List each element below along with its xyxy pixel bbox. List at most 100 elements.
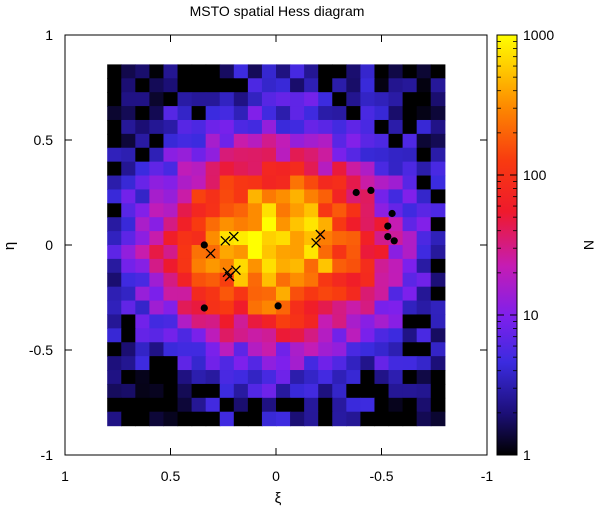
heatmap-cell	[205, 286, 221, 302]
heatmap-cell	[388, 147, 404, 163]
heatmap-cell	[191, 119, 207, 135]
heatmap-cell	[374, 328, 390, 343]
cross-marker	[205, 248, 216, 259]
heatmap-cell	[402, 258, 418, 274]
heatmap-cell	[163, 161, 179, 177]
heatmap-cell	[149, 300, 165, 316]
heatmap-cell	[121, 328, 136, 343]
heatmap-cell	[430, 328, 446, 343]
heatmap-cell	[430, 119, 446, 135]
heatmap-cell	[388, 314, 404, 329]
heatmap-cell	[177, 370, 193, 385]
heatmap-cell	[219, 119, 235, 135]
heatmap-cell	[135, 92, 150, 107]
heatmap-cell	[374, 314, 390, 329]
heatmap-cell	[121, 272, 136, 288]
heatmap-cell	[149, 217, 165, 232]
heatmap-cell	[346, 175, 361, 191]
heatmap-cell	[374, 119, 390, 135]
heatmap-cell	[346, 119, 361, 135]
heatmap-cell	[205, 203, 221, 218]
heatmap-cell	[107, 217, 122, 232]
heatmap-cell	[332, 92, 347, 107]
heatmap-cell	[374, 133, 390, 149]
heatmap-cell	[149, 175, 165, 191]
heatmap-cell	[121, 245, 136, 260]
heatmap-cell	[374, 106, 390, 121]
heatmap-cell	[205, 342, 221, 357]
heatmap-cell	[430, 78, 446, 93]
heatmap-cell	[290, 370, 305, 385]
heatmap-cell	[318, 78, 333, 93]
heatmap-cell	[121, 342, 136, 357]
heatmap-cell	[163, 217, 179, 232]
heatmap-cell	[332, 328, 347, 343]
heatmap-cell	[219, 203, 235, 218]
dot-marker	[352, 188, 360, 197]
heatmap-cell	[290, 78, 305, 93]
x-tick-label: -0.5	[369, 468, 393, 484]
heatmap-cell	[205, 133, 221, 149]
marker-layer	[200, 186, 398, 312]
heatmap-cell	[290, 231, 305, 246]
heatmap-cell	[191, 245, 207, 260]
heatmap-cell	[304, 272, 319, 288]
heatmap-cell	[233, 119, 249, 135]
heatmap-cell	[304, 397, 319, 413]
heatmap-cell	[290, 119, 305, 135]
heatmap-cell	[149, 161, 165, 177]
heatmap-cell	[121, 175, 136, 191]
heatmap-cell	[233, 258, 249, 274]
heatmap-cell	[247, 370, 263, 385]
heatmap-cell	[374, 203, 390, 218]
heatmap-cell	[261, 119, 277, 135]
heatmap-cell	[219, 397, 235, 413]
colorbar-tick-label: 100	[523, 167, 547, 183]
heatmap-cell	[261, 286, 277, 302]
heatmap-cell	[261, 217, 277, 232]
heatmap-cell	[430, 231, 446, 246]
heatmap-cell	[318, 64, 333, 79]
heatmap-cell	[346, 147, 361, 163]
heatmap-cell	[388, 217, 404, 232]
heatmap-cell	[177, 119, 193, 135]
heatmap-cell	[332, 258, 347, 274]
heatmap-cell	[121, 411, 136, 427]
heatmap-cell	[205, 161, 221, 177]
heatmap-cell	[290, 411, 305, 427]
heatmap-cell	[163, 119, 179, 135]
heatmap-cell	[388, 342, 404, 357]
heatmap-cell	[402, 411, 418, 427]
dot-marker	[390, 237, 398, 245]
heatmap-cell	[360, 161, 376, 177]
heatmap-cell	[191, 370, 207, 385]
heatmap-cell	[332, 106, 347, 121]
heatmap-cell	[261, 189, 277, 204]
heatmap-cell	[261, 231, 277, 246]
heatmap-cell	[261, 300, 277, 316]
heatmap-cell	[107, 300, 122, 316]
heatmap-cell	[360, 397, 376, 413]
heatmap-cell	[261, 258, 277, 274]
heatmap-cell	[163, 328, 179, 343]
heatmap-cell	[416, 231, 432, 246]
heatmap-cell	[163, 342, 179, 357]
heatmap-cell	[290, 203, 305, 218]
heatmap-cell	[135, 383, 150, 399]
heatmap-cell	[304, 411, 319, 427]
heatmap-cell	[360, 356, 376, 371]
heatmap-cell	[219, 286, 235, 302]
heatmap-cell	[388, 300, 404, 316]
heatmap-cell	[290, 383, 305, 399]
heatmap-cell	[402, 286, 418, 302]
heatmap-cell	[360, 119, 376, 135]
heatmap-cell	[107, 92, 122, 107]
heatmap-cell	[276, 147, 291, 163]
heatmap-cell	[135, 411, 150, 427]
heatmap-cell	[332, 356, 347, 371]
heatmap-cell	[121, 356, 136, 371]
heatmap-cell	[318, 175, 333, 191]
heatmap-cell	[388, 92, 404, 107]
heatmap-cell	[318, 133, 333, 149]
dot-marker	[384, 233, 392, 241]
